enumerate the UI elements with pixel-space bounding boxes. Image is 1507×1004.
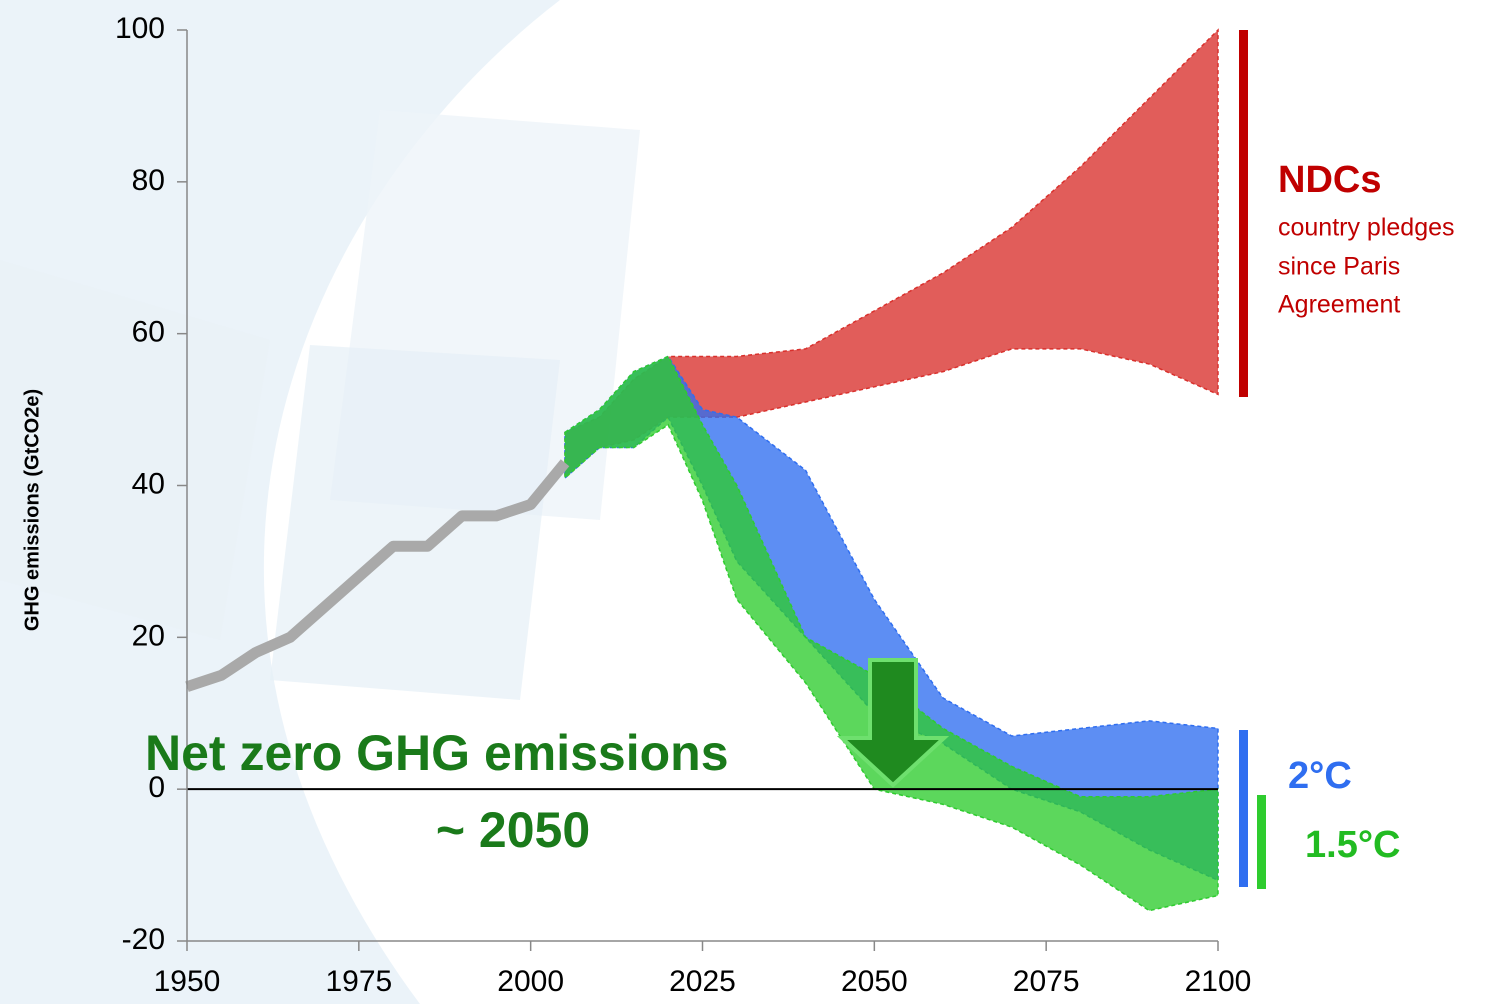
annotation: country pledges [1278, 214, 1455, 242]
y-axis-label: GHG emissions (GtCO2e) [21, 389, 43, 631]
band-label: 2°C [1288, 755, 1352, 797]
line [185, 459, 570, 692]
x-tick-label: 2050 [841, 965, 908, 998]
x-tick-label: 1950 [154, 965, 221, 998]
y-tick-label: -20 [122, 923, 165, 956]
band-label: NDCs [1278, 159, 1381, 201]
annotation: since Paris [1278, 253, 1400, 281]
band-label: 1.5°C [1305, 824, 1400, 866]
plot-area [185, 28, 1219, 912]
annotation: ~ 2050 [436, 802, 590, 858]
ndc-range-bar [1239, 30, 1248, 397]
15c-range-bar [1257, 795, 1266, 889]
x-tick-label: 2075 [1013, 965, 1080, 998]
annotation: Agreement [1278, 291, 1400, 319]
y-tick-label: 20 [132, 619, 165, 652]
annotation: Net zero GHG emissions [145, 725, 729, 781]
x-tick-label: 2025 [669, 965, 736, 998]
band [564, 355, 1219, 912]
2c-range-bar [1239, 730, 1248, 887]
y-tick-label: 100 [115, 12, 165, 45]
arrow [836, 658, 950, 788]
background-decoration [0, 0, 640, 1004]
overlay: Net zero GHG emissions ~ 2050 [145, 658, 950, 858]
y-tick-label: 0 [148, 771, 165, 804]
y-tick-label: 60 [132, 316, 165, 349]
y-tick-label: 80 [132, 164, 165, 197]
y-tick-label: 40 [132, 467, 165, 500]
x-tick-label: 1975 [325, 965, 392, 998]
x-tick-label: 2000 [497, 965, 564, 998]
x-tick-label: 2100 [1185, 965, 1252, 998]
